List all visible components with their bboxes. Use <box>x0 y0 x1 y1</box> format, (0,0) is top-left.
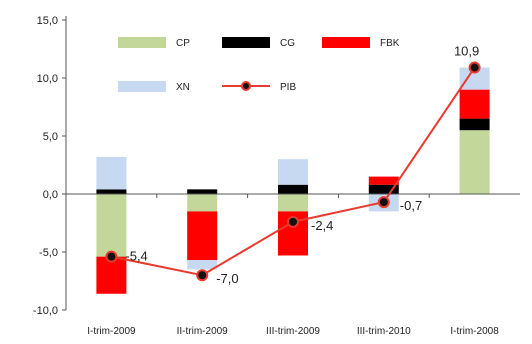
pib-data-label-2: -2,4 <box>311 218 333 233</box>
legend-swatch-xn <box>118 81 166 92</box>
legend: CP CG FBK XN PIB <box>118 37 400 93</box>
bar-cp-0 <box>96 194 127 257</box>
bar-cp-4 <box>459 130 490 194</box>
legend-swatch-cp <box>118 37 166 48</box>
y-tick-label: 15,0 <box>37 15 58 27</box>
x-category-label: I-trim-2009 <box>87 326 136 337</box>
bar-xn-4 <box>459 67 490 90</box>
x-category-label: II-trim-2009 <box>177 326 229 337</box>
pib-line-layer <box>105 61 481 282</box>
bar-fbk-3 <box>368 176 399 185</box>
bar-cp-1 <box>187 194 218 212</box>
legend-label-cg: CG <box>280 38 295 49</box>
bar-xn-1 <box>187 260 218 270</box>
bar-fbk-4 <box>459 89 490 119</box>
legend-label-cp: CP <box>176 38 190 49</box>
bar-cg-1 <box>187 189 218 194</box>
pib-point-0 <box>105 250 118 263</box>
bar-fbk-0 <box>96 256 127 294</box>
x-category-label: III-trim-2010 <box>357 326 411 337</box>
pib-data-label-0: -5,4 <box>125 249 147 264</box>
pib-data-label-3: -0,7 <box>400 198 422 213</box>
bar-fbk-1 <box>187 211 218 261</box>
pib-point-1 <box>196 269 209 282</box>
bar-xn-0 <box>96 156 127 190</box>
data-labels-layer: -5,4 -7,0 -2,4 -0,7 10,9 <box>125 44 479 287</box>
bars-layer <box>96 67 490 294</box>
bar-cg-2 <box>278 184 308 194</box>
y-tick-label: 5,0 <box>43 131 58 143</box>
bar-cp-2 <box>278 194 308 212</box>
pib-point-2 <box>287 215 299 228</box>
x-category-label: I-trim-2008 <box>450 326 499 337</box>
y-tick-label: -10,0 <box>33 305 58 317</box>
legend-label-fbk: FBK <box>380 38 400 49</box>
bar-cg-4 <box>459 118 490 131</box>
y-tick-label: 10,0 <box>37 73 58 85</box>
pib-point-3 <box>377 196 390 209</box>
pib-data-label-1: -7,0 <box>216 271 238 286</box>
bar-cg-0 <box>96 189 127 194</box>
y-tick-label: -5,0 <box>39 247 58 259</box>
bar-cg-3 <box>368 184 399 194</box>
axes-layer: -10,0 -5,0 0,0 5,0 10,0 15,0 I-trim-2009 II-tri… <box>33 15 520 337</box>
y-tick-label: 0,0 <box>43 189 58 201</box>
legend-swatch-cg <box>222 37 270 48</box>
pib-data-label-4: 10,9 <box>454 44 479 59</box>
legend-label-xn: XN <box>176 82 190 93</box>
legend-swatch-fbk <box>322 37 370 48</box>
legend-swatch-pib-marker <box>241 81 251 91</box>
pib-point-4 <box>468 61 481 74</box>
legend-label-pib: PIB <box>280 82 296 93</box>
bar-xn-2 <box>278 159 308 185</box>
x-category-label: III-trim-2009 <box>266 326 320 337</box>
